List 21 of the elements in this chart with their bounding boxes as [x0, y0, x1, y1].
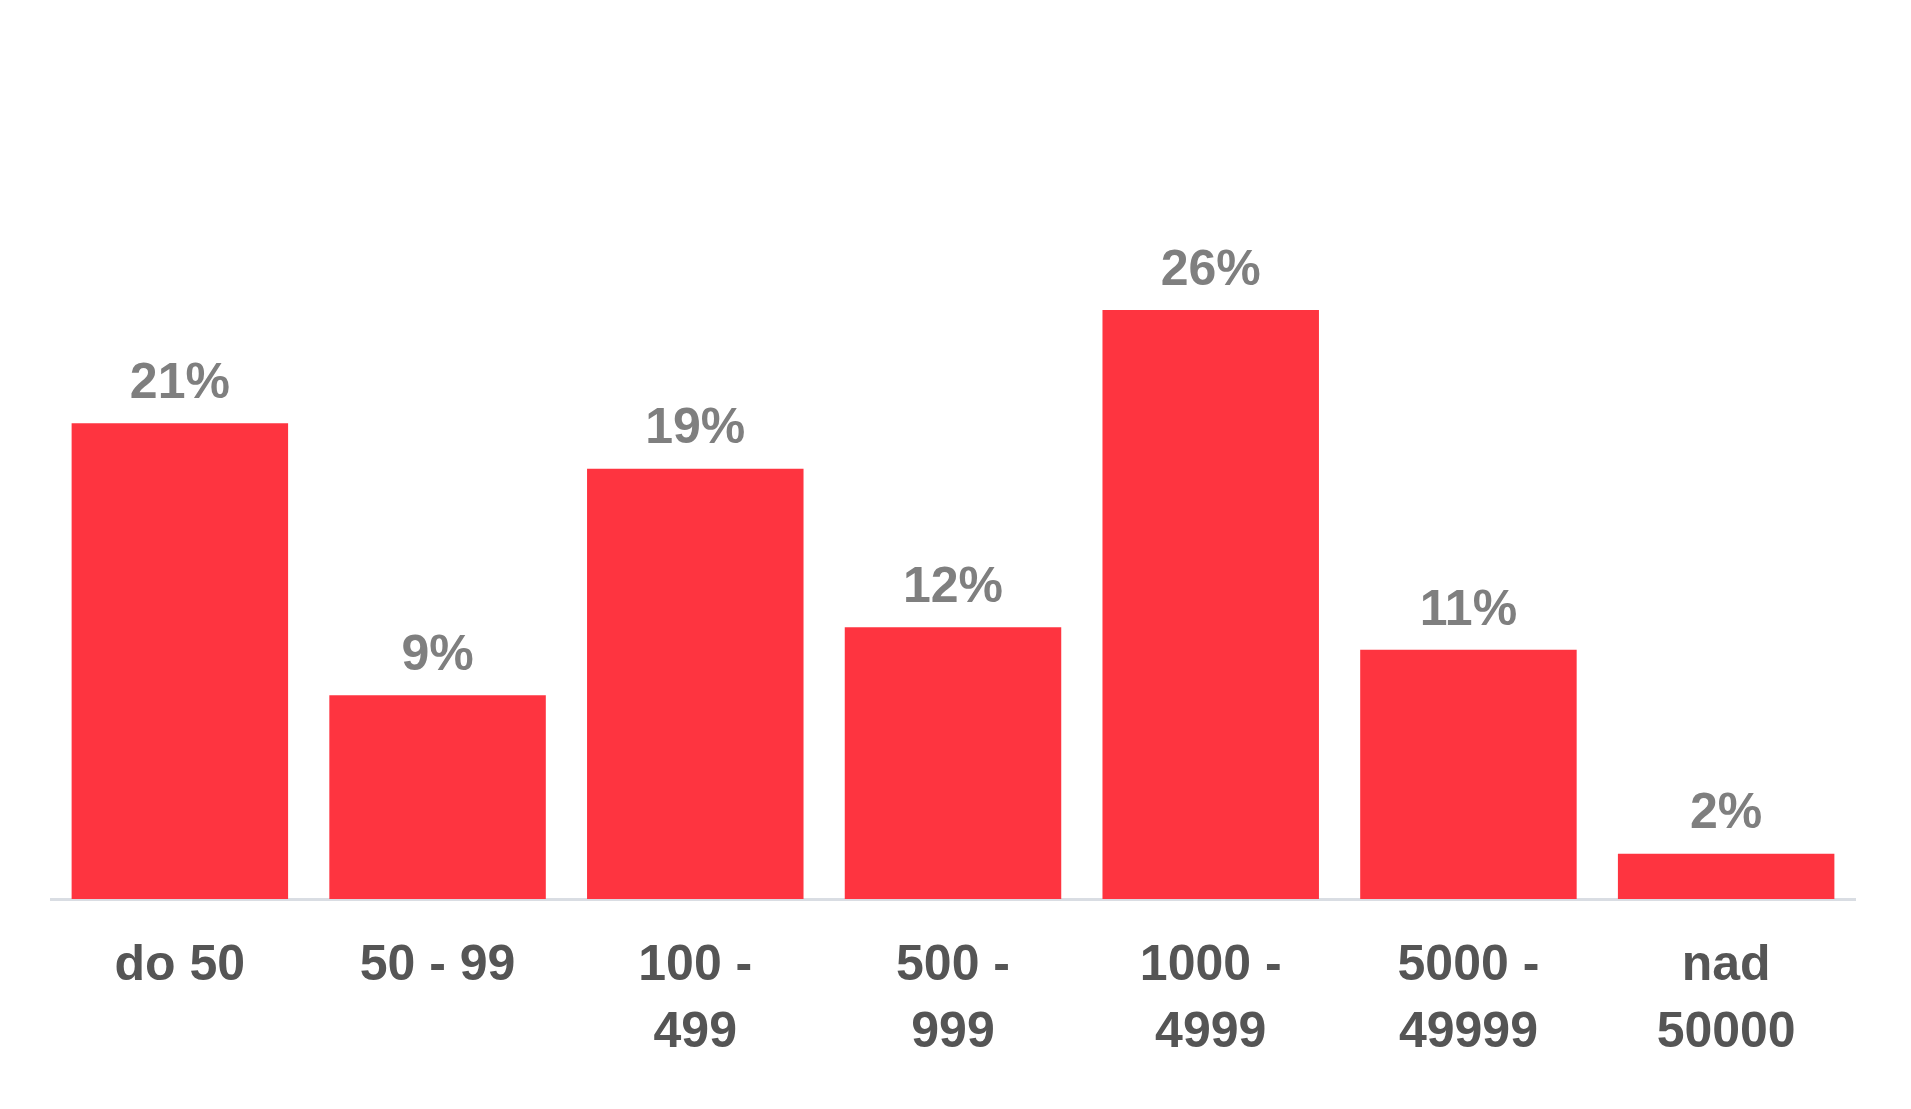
data-label: 11% — [1419, 579, 1518, 636]
bar — [71, 423, 289, 899]
data-label: 2% — [1690, 783, 1763, 840]
bar — [1102, 310, 1319, 899]
bar — [329, 695, 546, 899]
x-tick-label: 50 - 99 — [359, 935, 516, 992]
x-tick-label: 1000 - 4999 — [1139, 935, 1282, 1059]
x-tick-label: 100 - 499 — [638, 935, 753, 1059]
x-tick-label: do 50 — [114, 935, 246, 992]
x-tick-label: nad 50000 — [1656, 935, 1796, 1059]
data-label: 9% — [401, 624, 474, 681]
bar — [844, 627, 1062, 899]
data-label: 21% — [129, 353, 230, 410]
x-tick-label: 5000 - 49999 — [1397, 935, 1540, 1059]
x-tick-label: 500 - 999 — [896, 935, 1010, 1059]
data-label: 26% — [1160, 239, 1261, 296]
data-label: 12% — [902, 556, 1004, 613]
bar — [1360, 649, 1577, 899]
bar — [1617, 853, 1835, 899]
data-label: 19% — [645, 398, 746, 455]
bar — [587, 468, 804, 899]
